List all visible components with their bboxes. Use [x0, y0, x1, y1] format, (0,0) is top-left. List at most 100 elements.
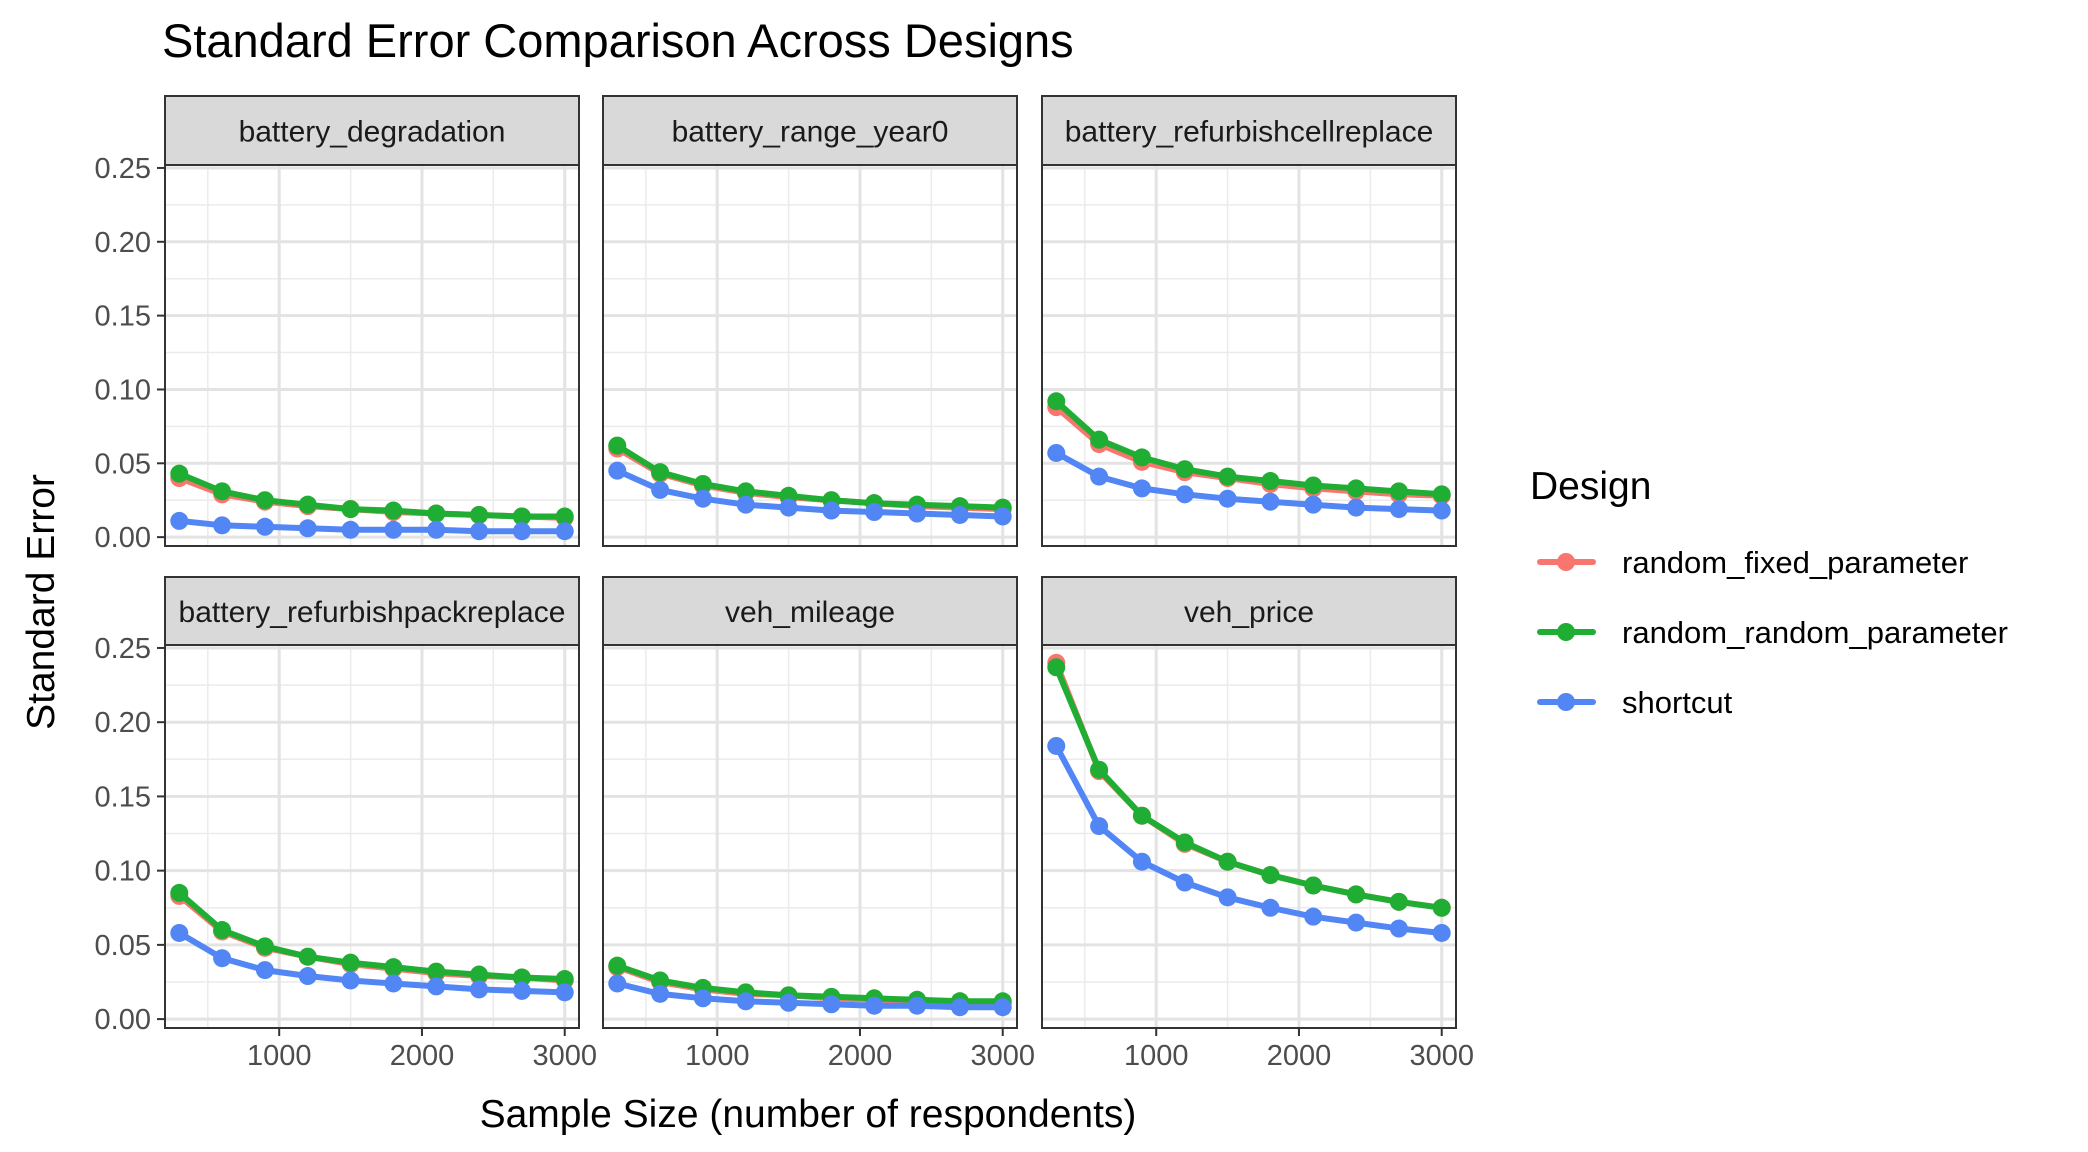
data-point	[470, 965, 489, 984]
x-tick-label: 1000	[247, 1040, 312, 1072]
data-point	[555, 507, 574, 526]
data-point	[384, 974, 403, 993]
y-tick-label: 0.10	[95, 374, 151, 406]
y-tick-label: 0.00	[95, 1004, 151, 1036]
data-point	[1432, 898, 1451, 917]
grid-lines	[603, 165, 1017, 546]
facet-panel: battery_refurbishcellreplace	[1041, 95, 1457, 547]
y-axis-title: Standard Error	[20, 474, 63, 730]
series-group	[1047, 392, 1451, 520]
legend-key-point	[1557, 553, 1575, 571]
data-point	[950, 505, 969, 524]
data-point	[950, 998, 969, 1017]
facet-strip	[1041, 576, 1457, 646]
data-point	[1175, 873, 1194, 892]
legend-entry: random_fixed_parameter	[1537, 545, 1968, 580]
x-tick-label: 3000	[532, 1040, 597, 1072]
y-tick-label: 0.05	[95, 448, 151, 480]
legend-key-point	[1557, 693, 1575, 711]
data-point	[384, 520, 403, 539]
series-line	[176, 517, 568, 535]
data-point	[170, 883, 189, 902]
legend-entry: shortcut	[1537, 685, 1733, 720]
x-tick-label: 2000	[1267, 1040, 1332, 1072]
data-point	[298, 967, 317, 986]
data-point	[1261, 472, 1280, 491]
legend-label: shortcut	[1622, 685, 1733, 720]
data-point	[341, 953, 360, 972]
series-group	[170, 464, 574, 541]
data-point	[255, 961, 274, 980]
facet-panels: battery_degradation 0.00 0.05 0.10 0.15 0.20 0…	[95, 95, 1474, 1072]
data-point	[170, 511, 189, 530]
facet-panel: battery_range_year0	[602, 95, 1018, 547]
x-tick-label: 1000	[1124, 1040, 1189, 1072]
data-point	[427, 977, 446, 996]
data-point	[384, 958, 403, 977]
y-tick-label: 0.00	[95, 522, 151, 554]
series-group	[170, 883, 574, 1002]
data-point	[1132, 852, 1151, 871]
data-point	[1175, 485, 1194, 504]
data-point	[470, 505, 489, 524]
data-point	[608, 436, 627, 455]
panel-border	[164, 644, 580, 1029]
data-point	[908, 996, 927, 1015]
data-point	[1047, 392, 1066, 411]
facet-panel: battery_refurbishpackreplace 1000 2000 3000…	[95, 576, 597, 1072]
data-point	[255, 937, 274, 956]
data-point	[1304, 495, 1323, 514]
data-point	[693, 989, 712, 1008]
data-point	[1132, 479, 1151, 498]
data-point	[1175, 833, 1194, 852]
data-point	[341, 971, 360, 990]
data-point	[736, 495, 755, 514]
x-tick-label: 2000	[828, 1040, 893, 1072]
data-point	[1432, 501, 1451, 520]
facet-strip	[602, 95, 1018, 166]
data-point	[608, 974, 627, 993]
data-point	[1389, 919, 1408, 938]
legend-title: Design	[1530, 465, 1651, 508]
series-line	[614, 980, 1006, 1011]
data-point	[779, 993, 798, 1012]
y-tick-label: 0.20	[95, 227, 151, 259]
data-point	[693, 474, 712, 493]
panel-background	[603, 645, 1017, 1028]
y-tick-label: 0.15	[95, 781, 151, 813]
data-point	[1389, 892, 1408, 911]
data-point	[1347, 479, 1366, 498]
data-point	[608, 461, 627, 480]
data-point	[512, 507, 531, 526]
panel-background	[603, 165, 1017, 546]
legend-key-point	[1557, 623, 1575, 641]
data-point	[1047, 443, 1066, 462]
series-line	[1053, 450, 1445, 514]
legend-label: random_random_parameter	[1622, 615, 2008, 650]
x-axis-title: Sample Size (number of respondents)	[480, 1093, 1137, 1136]
panel-background	[1042, 645, 1456, 1028]
data-point	[865, 503, 884, 522]
grid-lines	[1042, 165, 1456, 546]
data-point	[1261, 492, 1280, 511]
data-point	[427, 504, 446, 523]
y-tick-label: 0.20	[95, 707, 151, 739]
data-point	[1389, 482, 1408, 501]
data-point	[993, 507, 1012, 526]
legend-label: random_fixed_parameter	[1622, 545, 1968, 580]
data-point	[255, 491, 274, 510]
data-point	[822, 501, 841, 520]
data-point	[427, 520, 446, 539]
x-tick-label: 1000	[685, 1040, 750, 1072]
series-line	[1053, 398, 1445, 498]
data-point	[651, 971, 670, 990]
chart-title: Standard Error Comparison Across Designs	[162, 14, 1074, 67]
facet-panel: battery_degradation 0.00 0.05 0.10 0.15 0.20 0…	[95, 95, 580, 554]
facet-strip-label: battery_refurbishcellreplace	[1065, 116, 1434, 149]
facet-strip	[164, 576, 580, 646]
data-point	[908, 504, 927, 523]
facet-panel: veh_mileage 1000 2000 3000	[602, 576, 1035, 1072]
data-point	[1132, 448, 1151, 467]
grid-lines	[165, 165, 579, 546]
data-point	[341, 520, 360, 539]
